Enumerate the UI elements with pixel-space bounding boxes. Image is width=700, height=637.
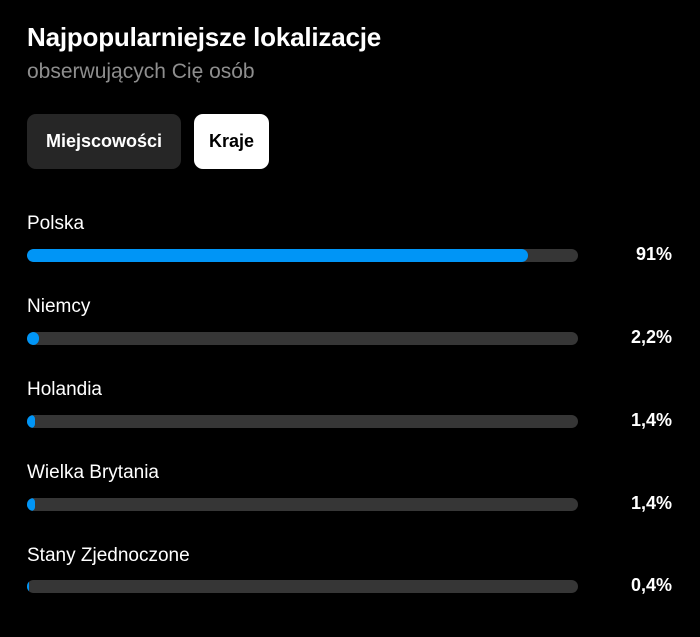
progress-track [27, 249, 578, 262]
progress-fill [27, 498, 35, 511]
progress-track [27, 498, 578, 511]
progress-track [27, 580, 578, 593]
location-name: Holandia [27, 379, 102, 400]
location-name: Niemcy [27, 296, 91, 317]
tab-countries[interactable]: Kraje [194, 114, 269, 169]
page-title: Najpopularniejsze lokalizacje [27, 22, 381, 52]
location-percent: 0,4% [630, 575, 672, 595]
location-percent: 1,4% [630, 493, 672, 513]
progress-fill [27, 249, 529, 262]
page-subtitle: obserwujących Cię osób [27, 60, 255, 83]
location-percent: 91% [635, 244, 672, 264]
tab-cities[interactable]: Miejscowości [27, 114, 181, 169]
location-percent: 2,2% [630, 327, 672, 347]
progress-fill [27, 332, 40, 345]
progress-fill [27, 580, 30, 593]
location-name: Polska [27, 213, 85, 234]
location-name: Stany Zjednoczone [27, 545, 190, 566]
progress-fill [27, 415, 35, 428]
progress-track [27, 332, 578, 345]
location-name: Wielka Brytania [27, 462, 159, 483]
progress-track [27, 415, 578, 428]
location-percent: 1,4% [630, 410, 672, 430]
